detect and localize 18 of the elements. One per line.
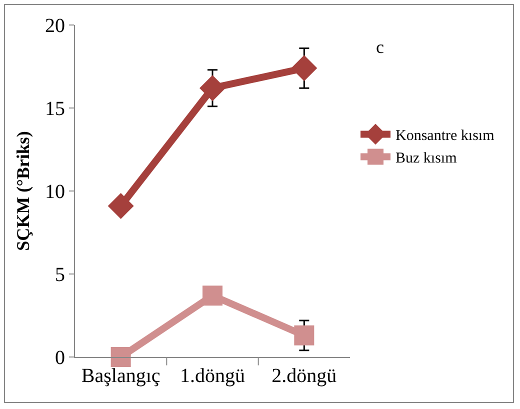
y-tick-label: 20	[45, 15, 65, 37]
y-tick-label: 5	[55, 264, 65, 286]
point	[294, 325, 314, 346]
point	[110, 347, 131, 367]
point	[202, 286, 222, 306]
y-tick-label: 10	[45, 181, 65, 203]
x-tick-label: 2.döngü	[272, 365, 337, 387]
point	[108, 192, 134, 219]
y-tick-label: 15	[45, 98, 65, 120]
text: c	[376, 37, 384, 57]
legend-label: Konsantre kısım	[396, 128, 495, 144]
point	[200, 75, 226, 102]
legend-label: Buz kısım	[396, 150, 458, 167]
y-tick-label: 0	[55, 347, 65, 369]
y-axis-title: SÇKM (°Briks)	[13, 131, 33, 251]
x-tick-label: Başlangıç	[81, 365, 160, 387]
x-tick-label: 1.döngü	[180, 365, 245, 387]
point	[291, 55, 318, 82]
